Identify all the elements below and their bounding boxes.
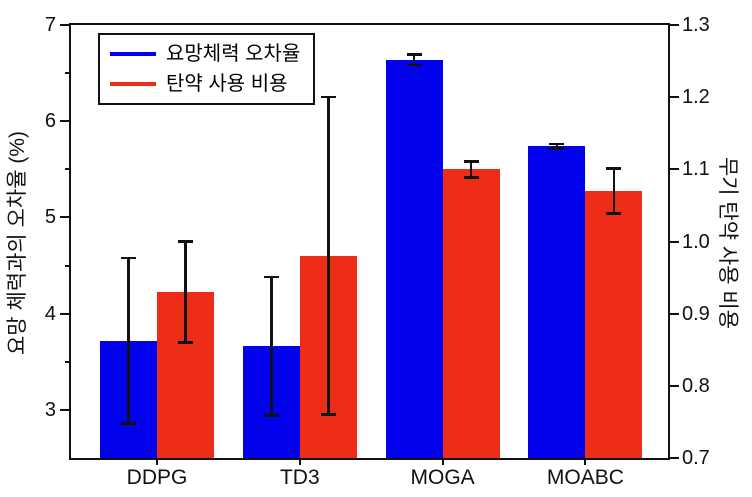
left-y-minor-tick [65,168,70,171]
legend: 요망체력 오차율 탄약 사용 비용 [98,33,315,105]
legend-item-ammo-cost: 탄약 사용 비용 [100,73,313,95]
left-y-tick [60,216,70,219]
plot-area [69,23,670,460]
right-y-tick-label: 0.9 [682,302,710,325]
errorbar-moabc-red [612,168,616,214]
errorbar-ddpg-blue-cap-top [121,256,136,260]
right-y-tick-label: 1.2 [682,86,710,109]
right-y-tick-label: 1.1 [682,158,710,181]
errorbar-moabc-blue [555,143,559,149]
left-y-minor-tick [65,264,70,267]
bar-moga-red [442,169,500,458]
red-line-swatch [110,82,156,86]
left-y-tick-label: 3 [44,398,56,421]
right-y-tick [670,384,679,387]
errorbar-moga-blue-cap-top [406,53,422,56]
blue-line-swatch [110,52,156,56]
left-y-tick-label: 4 [44,302,56,325]
x-tick [156,459,158,465]
right-y-tick [670,24,679,26]
right-y-tick [670,240,679,243]
legend-label: 탄약 사용 비용 [166,73,288,95]
left-y-tick [60,408,70,411]
left-y-minor-tick [65,360,70,363]
right-y-tick [670,457,679,459]
errorbar-moabc-blue-cap-bottom [549,147,565,150]
left-y-tick [60,120,70,123]
errorbar-moabc-blue-cap-top [549,142,565,146]
left-y-tick [60,24,70,26]
errorbar-moga-blue-cap-bottom [406,63,422,67]
errorbar-td3-blue-cap-top [263,275,279,279]
errorbar-moga-red-cap-bottom [463,176,479,179]
right-y-tick [670,96,679,99]
left-y-tick [60,312,70,315]
x-tick-label-td3: TD3 [279,466,320,489]
bar-moga-blue [385,59,443,458]
bar-moabc-blue [528,146,586,458]
x-tick-label-ddpg: DDPG [126,466,188,489]
x-tick [441,459,444,465]
errorbar-ddpg-blue [127,257,130,424]
right-y-tick [670,168,679,171]
left-y-tick-label: 5 [44,206,56,229]
right-y-tick-label: 0.7 [682,447,710,469]
errorbar-moabc-red-cap-bottom [606,212,622,215]
errorbar-moga-red-cap-top [463,160,479,163]
right-y-tick-label: 1.0 [682,230,710,253]
errorbar-td3-blue-cap-bottom [263,414,279,417]
x-tick-label-moga: MOGA [410,466,475,489]
legend-label: 요망체력 오차율 [166,43,301,65]
errorbar-td3-red-cap-bottom [320,413,336,416]
left-y-minor-tick [65,72,70,75]
errorbar-ddpg-red-cap-bottom [178,341,193,344]
right-y-tick-label: 0.8 [682,374,710,397]
errorbar-moabc-red-cap-top [606,167,622,170]
left-y-tick-label: 6 [44,110,56,133]
errorbar-td3-blue [270,277,273,416]
x-tick [584,459,587,465]
errorbar-td3-red-cap-top [320,95,336,99]
right-y-tick [670,312,679,315]
bar-moabc-red [585,190,643,458]
errorbar-moga-red [469,161,473,178]
legend-item-error-rate: 요망체력 오차율 [100,43,313,65]
x-tick-label-moabc: MOABC [546,466,624,489]
right-y-tick-label: 1.3 [682,14,710,36]
errorbar-ddpg-red [184,241,187,343]
errorbar-moga-blue [412,54,416,65]
left-y-tick-label: 7 [44,14,56,36]
x-tick [298,459,301,465]
errorbar-ddpg-red-cap-top [178,240,193,243]
errorbar-ddpg-blue-cap-bottom [121,422,136,425]
errorbar-td3-red [327,97,330,415]
